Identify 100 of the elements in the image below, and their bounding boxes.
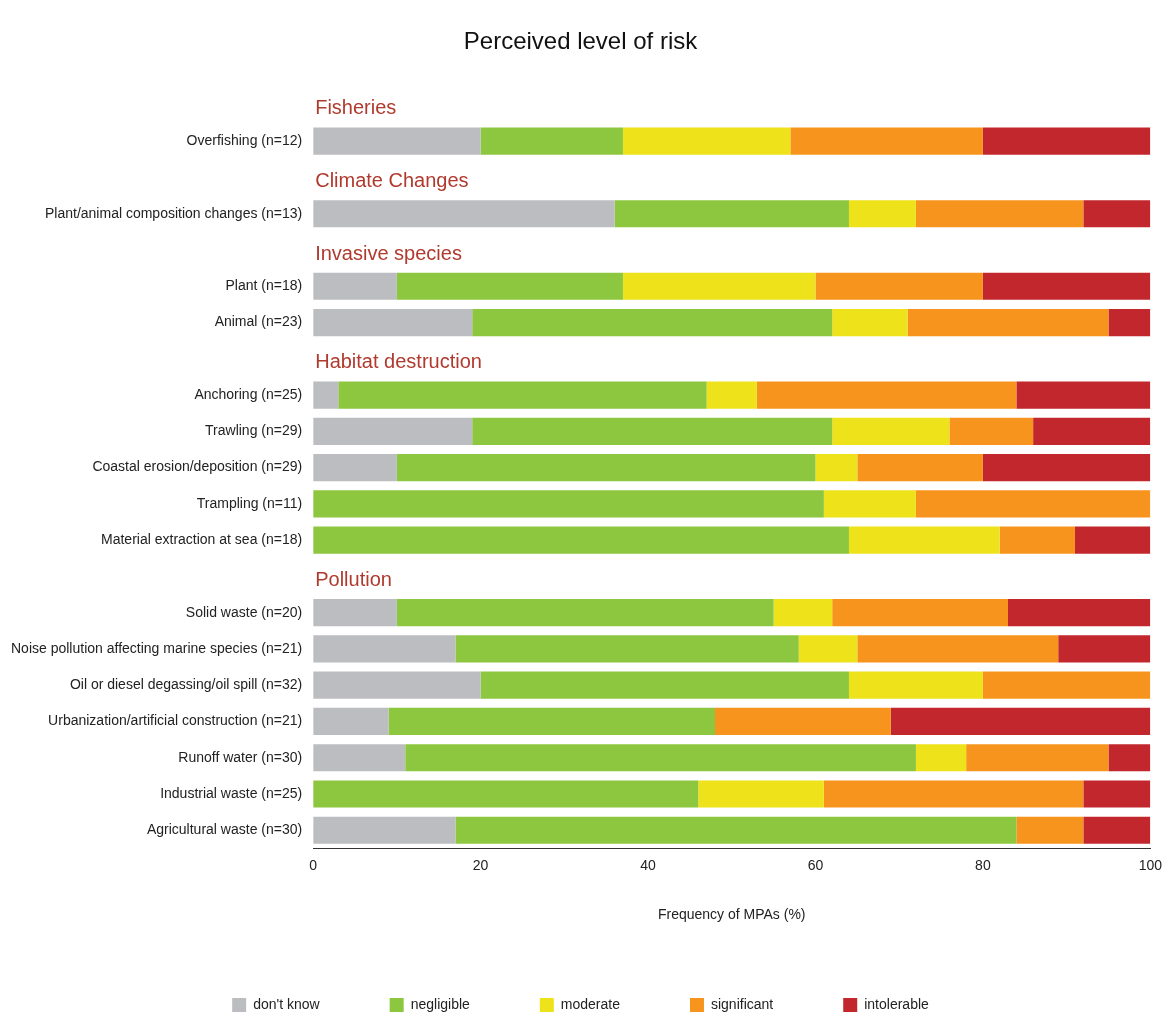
bar <box>1108 744 1151 772</box>
bar <box>1083 816 1151 844</box>
x-tick-label: 80 <box>975 856 991 873</box>
bar <box>480 127 623 155</box>
legend-label: negligible <box>410 995 471 1012</box>
y-tick-label: Anchoring (n=25) <box>194 385 303 402</box>
bar <box>790 127 983 155</box>
y-tick-label: Noise pollution affecting marine species (n=21) <box>11 639 303 656</box>
annotation: Pollution <box>315 567 392 590</box>
bar <box>982 454 1151 482</box>
annotation: Invasive species <box>315 241 462 264</box>
bar <box>1058 635 1151 663</box>
legend-label: moderate <box>560 995 621 1012</box>
bar <box>472 417 833 445</box>
bar <box>313 454 397 482</box>
x-tick-label: 20 <box>472 856 489 873</box>
bar <box>857 454 983 482</box>
bar <box>907 308 1109 337</box>
bar <box>313 671 481 699</box>
bar <box>857 635 1059 663</box>
bar <box>832 417 950 445</box>
bar <box>773 599 833 627</box>
bar <box>815 454 858 482</box>
bar <box>1108 308 1151 337</box>
bar <box>313 744 406 772</box>
bar <box>313 780 699 808</box>
bar <box>848 526 1000 554</box>
bar <box>622 127 791 155</box>
bar <box>480 671 849 699</box>
y-tick-label: Plant (n=18) <box>225 277 303 294</box>
bar <box>798 635 858 663</box>
bar <box>313 635 456 663</box>
bar <box>715 707 891 736</box>
chart-title: Perceived level of risk <box>463 27 699 55</box>
y-tick-label: Trampling (n=11) <box>196 494 303 511</box>
bar <box>915 490 1151 518</box>
y-tick-label: Agricultural waste (n=30) <box>146 821 303 838</box>
bar <box>698 780 824 808</box>
bar <box>388 707 716 736</box>
y-tick-label: Oil or diesel degassing/oil spill (n=32) <box>69 676 303 693</box>
bar <box>455 816 1017 844</box>
bar <box>823 780 1084 808</box>
bar <box>1083 200 1151 228</box>
y-tick-label: Urbanization/artificial construction (n=21) <box>48 712 303 729</box>
bar <box>1016 816 1084 844</box>
bar <box>313 526 849 554</box>
bar <box>915 200 1084 228</box>
legend-label: intolerable <box>864 995 930 1012</box>
y-tick-label: Industrial waste (n=25) <box>160 784 303 801</box>
legend-label: don't know <box>253 995 321 1012</box>
bar <box>966 744 1109 772</box>
x-tick-label: 100 <box>1138 856 1163 873</box>
bar <box>313 816 456 844</box>
bar <box>396 599 774 627</box>
bar <box>982 127 1151 155</box>
bar <box>815 272 983 300</box>
bar <box>396 272 623 300</box>
y-tick-label: Plant/animal composition changes (n=13) <box>44 204 303 221</box>
annotation: Fisheries <box>315 96 397 119</box>
bar <box>313 599 397 627</box>
bar <box>1083 780 1151 808</box>
bar <box>622 272 816 300</box>
bar <box>982 671 1151 699</box>
x-tick-label: 0 <box>309 856 318 873</box>
annotation: Climate Changes <box>315 168 469 191</box>
bar <box>706 381 757 409</box>
bar <box>313 308 473 337</box>
bar <box>1008 599 1151 627</box>
bar <box>1016 381 1151 409</box>
legend-label: significant <box>710 995 774 1012</box>
bar <box>313 127 481 155</box>
x-tick-label: 40 <box>640 856 657 873</box>
y-tick-label: Trawling (n=29) <box>205 422 303 439</box>
bar <box>823 490 916 518</box>
bar <box>455 635 799 663</box>
bar <box>832 308 908 337</box>
x-axis-title: Frequency of MPAs (%) <box>657 906 806 923</box>
bar <box>915 744 967 772</box>
bar <box>313 417 473 445</box>
bar <box>313 200 615 228</box>
bar <box>848 200 916 228</box>
y-tick-label: Coastal erosion/deposition (n=29) <box>92 458 303 475</box>
bar <box>949 417 1034 445</box>
bar <box>313 707 389 736</box>
bar <box>472 308 833 337</box>
bar <box>890 707 1151 736</box>
bar <box>313 490 824 518</box>
bar <box>614 200 849 228</box>
y-tick-label: Runoff water (n=30) <box>178 748 303 765</box>
bar <box>999 526 1075 554</box>
y-tick-label: Animal (n=23) <box>214 313 303 330</box>
bar <box>396 454 816 482</box>
y-tick-label: Overfishing (n=12) <box>186 132 303 149</box>
bar <box>832 599 1009 627</box>
bar <box>848 671 983 699</box>
annotation: Habitat destruction <box>315 350 482 373</box>
bar <box>1033 417 1151 445</box>
bar <box>982 272 1151 300</box>
x-tick-label: 60 <box>807 856 824 873</box>
y-tick-label: Material extraction at sea (n=18) <box>101 530 303 547</box>
